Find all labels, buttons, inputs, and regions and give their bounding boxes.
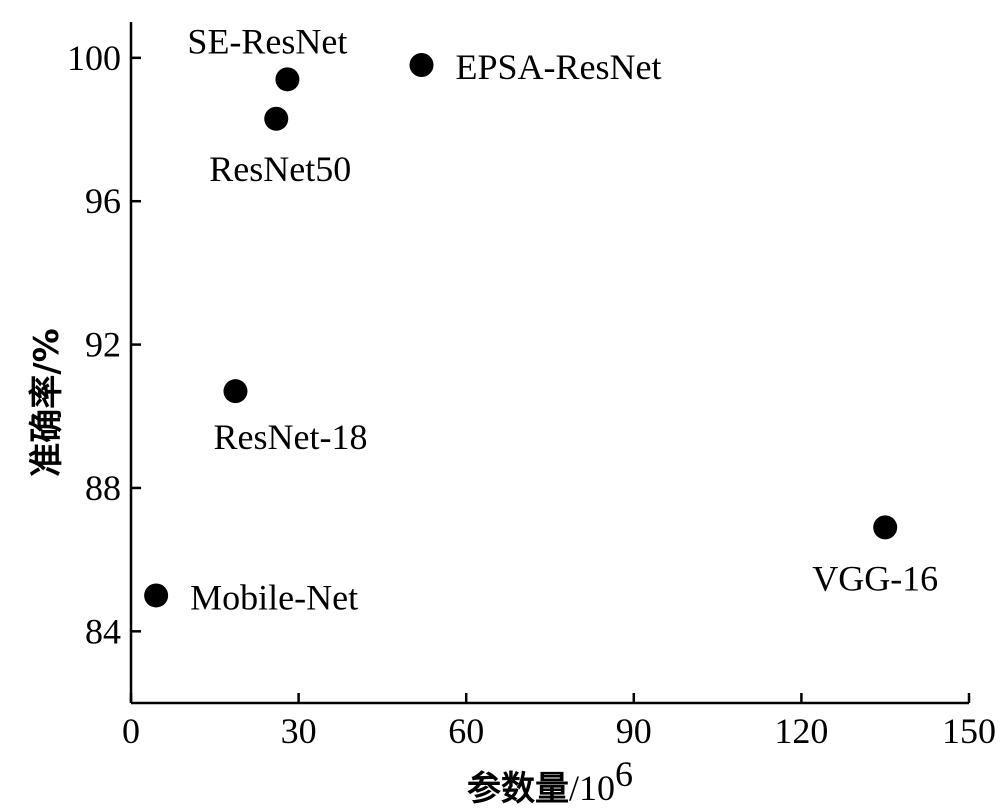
- point-labels: SE-ResNet EPSA-ResNet ResNet50 ResNet-18 VGG…: [187, 21, 938, 617]
- x-axis-title: 参数量/106: [467, 754, 633, 809]
- data-point: [275, 67, 300, 92]
- x-ticks: 0 30 60 90 120 150: [122, 693, 996, 751]
- x-tick-label: 60: [448, 711, 484, 751]
- data-point: [873, 515, 898, 540]
- x-axis-title-unit: /10: [569, 768, 615, 808]
- y-tick-label: 100: [67, 38, 121, 78]
- point-label: VGG-16: [812, 558, 938, 598]
- data-point: [264, 106, 289, 131]
- y-axis-title: 准确率/%: [27, 328, 67, 476]
- y-ticks: 84 88 92 96 100: [67, 38, 141, 651]
- data-points: [144, 53, 898, 608]
- y-tick-label: 84: [85, 611, 121, 651]
- x-tick-label: 120: [774, 711, 828, 751]
- data-point: [409, 53, 434, 78]
- y-tick-label: 92: [85, 325, 121, 365]
- point-label: Mobile-Net: [190, 577, 358, 617]
- y-tick-label: 88: [85, 468, 121, 508]
- x-tick-label: 90: [616, 711, 652, 751]
- point-label: SE-ResNet: [187, 21, 347, 61]
- point-label: EPSA-ResNet: [456, 47, 662, 87]
- point-label: ResNet-18: [213, 417, 367, 457]
- x-axis-title-prefix: 参数量: [467, 769, 569, 809]
- x-axis-title-sup: 6: [615, 754, 633, 794]
- axes: [129, 22, 969, 705]
- point-label: ResNet50: [209, 149, 351, 189]
- x-tick-label: 0: [122, 711, 140, 751]
- x-tick-label: 30: [281, 711, 317, 751]
- data-point: [144, 583, 169, 608]
- data-point: [223, 379, 248, 404]
- y-tick-label: 96: [85, 181, 121, 221]
- x-tick-label: 150: [942, 711, 996, 751]
